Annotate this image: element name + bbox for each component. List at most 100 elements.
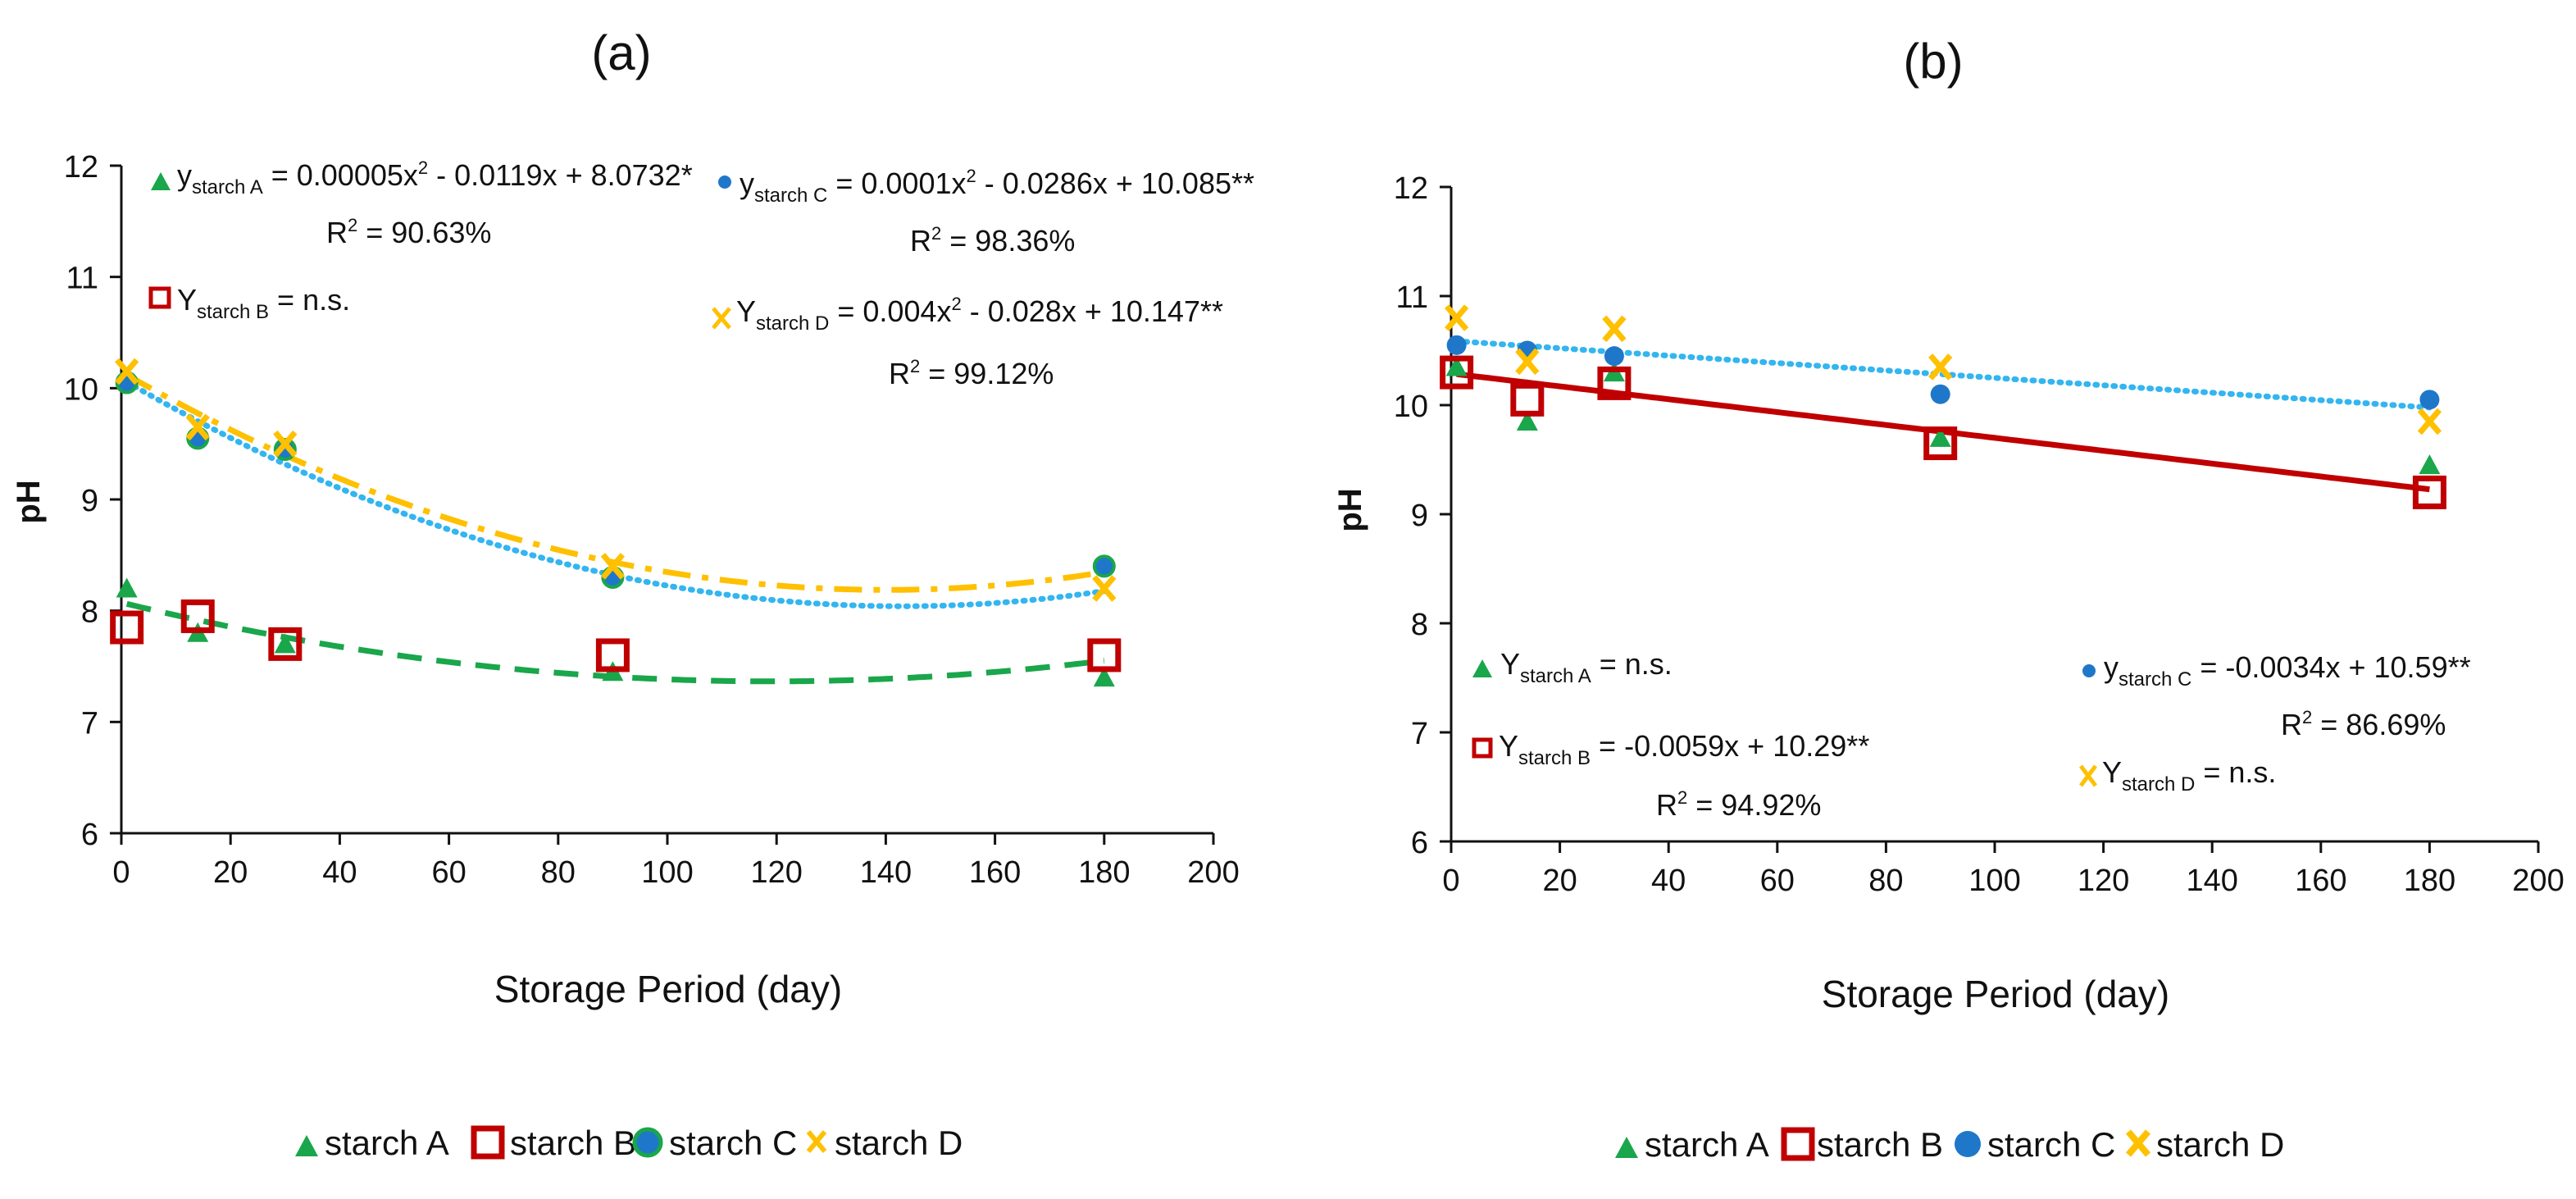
legend-item-starch-b: starch B — [474, 1124, 636, 1162]
x-tick-label: 160 — [969, 855, 1021, 890]
x-marker-icon — [713, 308, 730, 328]
circle-marker-icon — [1955, 1131, 1981, 1157]
data-point-starch-c — [2419, 390, 2439, 409]
data-point-starch-c — [1447, 335, 1467, 355]
x-tick-label: 20 — [213, 855, 248, 890]
data-point-starch-b — [113, 613, 141, 641]
x-tick-label: 180 — [1078, 855, 1130, 890]
legend-label: starch D — [2156, 1125, 2284, 1164]
y-tick-label: 12 — [64, 150, 98, 185]
data-point-starch-a — [116, 578, 138, 598]
legend-label: starch B — [1817, 1125, 1943, 1164]
x-tick-label: 100 — [1968, 864, 2020, 898]
chart-b: (b) pH Storage Period (day) 0 20 40 60 80 100… — [1332, 34, 2565, 1164]
square-marker-icon — [1474, 740, 1491, 756]
x-marker-icon — [2128, 1132, 2148, 1155]
x-tick-label: 140 — [2186, 864, 2237, 898]
chart-a: (a) pH Storage Period (day) 0 20 40 60 80 100… — [11, 25, 1254, 1162]
chart-b-x-axis-label: Storage Period (day) — [1822, 973, 2169, 1015]
data-point-starch-c — [1604, 346, 1624, 366]
x-marker-icon — [808, 1132, 825, 1151]
chart-b-legend: starch A starch B starch C starch D — [1615, 1125, 2284, 1164]
y-tick-label: 8 — [1411, 608, 1428, 642]
x-tick-label: 120 — [2078, 864, 2129, 898]
data-point-starch-b — [1090, 641, 1118, 669]
r-squared: R2 = 86.69% — [2281, 707, 2446, 741]
y-tick-label: 11 — [1396, 280, 1428, 315]
data-point-starch-a — [2419, 454, 2440, 474]
legend-item-starch-d: starch D — [2128, 1125, 2284, 1164]
equation-line: ystarch A = 0.00005x2 - 0.0119x + 8.0732… — [177, 157, 693, 198]
r-squared: R2 = 94.92% — [1656, 787, 1821, 822]
legend-item-starch-c: starch C — [1955, 1125, 2115, 1164]
x-tick-label: 60 — [431, 855, 466, 890]
x-tick-label: 20 — [1542, 864, 1577, 898]
triangle-marker-icon — [295, 1135, 318, 1156]
x-tick-label: 0 — [112, 855, 130, 890]
x-tick-label: 40 — [1651, 864, 1686, 898]
x-tick-label: 60 — [1760, 864, 1795, 898]
data-point-starch-d — [1447, 307, 1467, 330]
square-marker-icon — [474, 1128, 502, 1156]
circle-marker-icon — [635, 1129, 661, 1156]
data-point-starch-d — [1604, 317, 1624, 340]
figure: (a) pH Storage Period (day) 0 20 40 60 80 100… — [0, 0, 2576, 1199]
equation-line: Ystarch B = -0.0059x + 10.29** — [1499, 729, 1869, 769]
chart-a-equation-starch-d: Ystarch D = 0.004x2 - 0.028x + 10.147** … — [713, 294, 1223, 390]
data-point-starch-c — [1095, 556, 1114, 576]
x-tick-label: 40 — [322, 855, 357, 890]
legend-label: starch D — [835, 1124, 963, 1162]
x-marker-icon — [2081, 766, 2096, 786]
x-tick-label: 180 — [2404, 864, 2455, 898]
x-tick-label: 120 — [750, 855, 802, 890]
y-tick-label: 8 — [81, 595, 98, 630]
data-point-starch-b — [2415, 478, 2443, 506]
chart-a-equation-starch-b: Ystarch B = n.s. — [151, 283, 350, 323]
data-point-starch-d — [2419, 410, 2439, 433]
equation-line: Ystarch A = n.s. — [1500, 647, 1673, 687]
y-tick-label: 7 — [1411, 717, 1428, 751]
chart-a-title: (a) — [591, 25, 651, 80]
x-tick-label: 200 — [2512, 864, 2564, 898]
circle-marker-icon — [718, 176, 731, 189]
y-tick-label: 9 — [81, 484, 98, 518]
r-squared: R2 = 98.36% — [910, 223, 1075, 258]
x-tick-label: 80 — [541, 855, 576, 890]
legend-label: starch A — [1645, 1125, 1769, 1164]
legend-item-starch-a: starch A — [1615, 1125, 1769, 1164]
y-tick-label: 7 — [81, 706, 98, 741]
x-tick-label: 100 — [641, 855, 693, 890]
r-squared: R2 = 99.12% — [889, 356, 1054, 390]
x-tick-label: 80 — [1868, 864, 1903, 898]
x-tick-label: 200 — [1187, 855, 1239, 890]
legend-label: starch C — [1987, 1125, 2115, 1164]
equation-line: Ystarch B = n.s. — [177, 283, 350, 323]
legend-item-starch-b: starch B — [1784, 1125, 1943, 1164]
legend-label: starch A — [325, 1124, 449, 1162]
equation-line: Ystarch D = 0.004x2 - 0.028x + 10.147** — [736, 294, 1223, 335]
x-tick-label: 0 — [1442, 864, 1459, 898]
r-squared: R2 = 90.63% — [326, 215, 491, 249]
triangle-marker-icon — [1472, 659, 1492, 677]
y-tick-label: 10 — [1394, 390, 1428, 424]
data-point-starch-b — [1513, 385, 1541, 413]
chart-a-equation-starch-a: ystarch A = 0.00005x2 - 0.0119x + 8.0732… — [151, 157, 693, 249]
x-tick-label: 160 — [2295, 864, 2346, 898]
y-tick-label: 11 — [66, 262, 98, 296]
data-point-starch-c — [1931, 385, 1950, 404]
y-tick-label: 10 — [64, 372, 98, 407]
equation-line: Ystarch D = n.s. — [2102, 755, 2276, 796]
circle-marker-icon — [2082, 664, 2096, 677]
y-tick-label: 6 — [81, 818, 98, 852]
x-tick-label: 140 — [860, 855, 912, 890]
y-tick-label: 12 — [1394, 171, 1428, 206]
legend-label: starch B — [510, 1124, 636, 1162]
chart-a-y-axis-label: pH — [11, 480, 47, 523]
chart-a-legend: starch A starch B starch C starch D — [295, 1124, 963, 1162]
chart-b-equation-starch-b: Ystarch B = -0.0059x + 10.29** R2 = 94.9… — [1474, 729, 1869, 822]
chart-a-equation-starch-c: ystarch C = 0.0001x2 - 0.0286x + 10.085*… — [718, 166, 1254, 258]
equation-line: ystarch C = 0.0001x2 - 0.0286x + 10.085*… — [740, 166, 1254, 207]
square-marker-icon — [1784, 1130, 1812, 1158]
square-marker-icon — [151, 289, 169, 307]
legend-item-starch-c: starch C — [635, 1124, 797, 1162]
